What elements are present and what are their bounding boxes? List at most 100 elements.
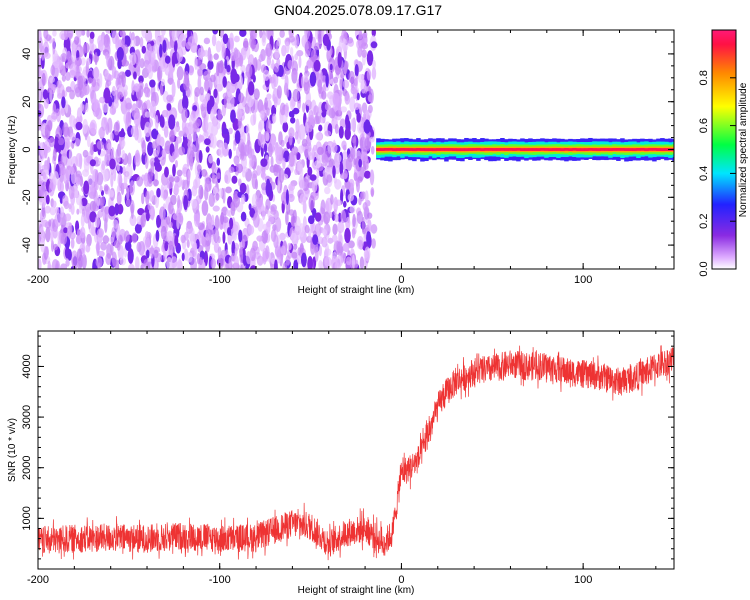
spectrogram-noise-blob xyxy=(201,169,208,177)
spectrogram-noise-blob xyxy=(266,93,272,100)
spectrogram-noise-blob xyxy=(296,50,304,57)
spectrogram-noise-blob xyxy=(123,35,131,48)
spectrogram-noise-blob xyxy=(150,206,155,221)
spectrogram-signal-cell xyxy=(484,148,489,151)
spectrogram-noise-blob xyxy=(116,46,124,62)
spectrogram-noise-blob xyxy=(217,62,224,74)
spectrogram-noise-blob xyxy=(342,151,348,160)
spectrogram-noise-blob xyxy=(166,103,172,111)
spectrogram-noise-blob xyxy=(279,30,285,38)
spectrogram-noise-blob xyxy=(371,67,377,80)
spectrogram-signal-cell xyxy=(500,147,505,151)
spectrogram-noise-blob xyxy=(208,193,215,207)
spectrogram-noise-blob xyxy=(309,174,317,181)
spectrogram-noise-blob xyxy=(273,96,278,109)
spectrogram-noise-blob xyxy=(344,227,351,244)
spectrogram-signal-cell xyxy=(560,148,565,152)
spectrogram-signal-cell xyxy=(460,148,465,152)
snr-x-tick-label: 0 xyxy=(398,574,404,586)
spectrogram-noise-blob xyxy=(42,41,50,58)
spectrogram-noise-blob xyxy=(107,74,114,81)
spectrogram-noise-blob xyxy=(186,252,193,263)
spectrogram-noise-blob xyxy=(321,153,329,167)
spectrogram-noise-blob xyxy=(201,235,207,248)
spectrogram-noise-blob xyxy=(261,169,266,181)
spectrogram-signal-cell xyxy=(600,148,605,151)
spectrogram-noise-blob xyxy=(300,252,307,268)
spectrogram-signal-cell xyxy=(604,148,609,151)
colorbar-tick-label: 0.2 xyxy=(698,214,710,229)
spectrogram-noise-blob xyxy=(96,228,103,244)
spectrogram-noise-blob xyxy=(284,74,289,90)
spectrogram-noise-blob xyxy=(171,52,176,68)
spectrogram-noise-blob xyxy=(152,179,159,187)
spectrogram-noise-blob xyxy=(329,63,333,71)
spectrogram-signal-cell xyxy=(656,148,661,151)
spectrogram-noise-blob xyxy=(258,54,264,63)
spectrogram-noise-blob xyxy=(104,208,109,223)
spectrogram-noise-blob xyxy=(359,256,365,269)
spectrogram-noise-blob xyxy=(89,159,96,167)
spectrogram-noise-blob xyxy=(108,205,116,217)
spectrogram-noise-blob xyxy=(151,128,159,140)
spectrogram-noise-blob xyxy=(213,53,219,60)
spectrogram-noise-blob xyxy=(245,63,253,78)
spectrogram-noise-blob xyxy=(354,64,359,77)
spec-y-tick-label: 40 xyxy=(21,48,33,60)
spectrogram-noise-blob xyxy=(45,194,50,205)
spectrogram-noise-blob xyxy=(192,110,196,119)
spectrogram-noise-blob xyxy=(82,149,89,158)
spectrogram-noise-blob xyxy=(55,206,60,215)
spectrogram-noise-blob xyxy=(42,89,48,100)
spectrogram-signal-cell xyxy=(404,148,409,151)
spectrogram-noise-blob xyxy=(293,209,297,223)
spectrogram-noise-blob xyxy=(287,193,295,203)
spectrogram-noise-blob xyxy=(318,245,322,257)
spectrogram-signal-cell xyxy=(440,148,445,151)
spectrogram-noise-blob xyxy=(219,30,225,38)
spectrogram-noise-blob xyxy=(177,258,182,269)
spectrogram-signal-cell xyxy=(652,147,657,151)
spectrogram-noise-blob xyxy=(131,232,138,244)
spectrogram-noise-blob xyxy=(345,114,350,128)
spectrogram-noise-blob xyxy=(164,166,169,178)
spectrogram-noise-blob xyxy=(41,72,46,87)
spectrogram-noise-blob xyxy=(145,237,151,251)
spectrogram-noise-blob xyxy=(121,33,126,48)
spectrogram-noise-blob xyxy=(103,87,111,104)
spectrogram-noise-blob xyxy=(162,39,167,53)
spectrogram-noise-blob xyxy=(304,224,310,234)
spectrogram-noise-blob xyxy=(199,86,204,96)
spectrogram-noise-blob xyxy=(353,133,357,150)
spectrogram-noise-blob xyxy=(185,223,194,235)
spectrogram-noise-blob xyxy=(351,228,356,239)
spectrogram-noise-blob xyxy=(150,245,155,259)
spectrogram-noise-blob xyxy=(138,240,146,256)
spectrogram-signal-cell xyxy=(612,148,617,151)
spectrogram-noise-blob xyxy=(75,30,83,38)
spectrogram-noise-blob xyxy=(117,172,123,187)
spectrogram-noise-blob xyxy=(68,203,72,210)
spectrogram-noise-blob xyxy=(369,169,375,186)
spectrogram-signal-cell xyxy=(456,148,461,152)
spectrogram-noise-blob xyxy=(124,69,131,78)
spectrogram-noise-blob xyxy=(260,158,268,167)
spectrogram-noise-blob xyxy=(213,88,218,99)
spectrogram-noise-blob xyxy=(144,154,149,169)
spectrogram-noise-blob xyxy=(58,137,65,146)
spectrogram-noise-blob xyxy=(339,78,343,90)
spectrogram-signal-cell xyxy=(424,148,429,152)
spectrogram-noise-blob xyxy=(222,187,226,204)
spectrogram-noise-blob xyxy=(261,34,267,47)
spectrogram-noise-blob xyxy=(57,125,61,133)
colorbar: 0.0 0.2 0.4 0.6 0.8 Normalized spectral ampl… xyxy=(698,29,749,277)
spectrogram-noise-blob xyxy=(256,255,264,266)
spectrogram-noise-blob xyxy=(337,51,342,68)
spectrogram-noise-blob xyxy=(115,223,121,240)
spectrogram-noise-blob xyxy=(331,251,338,263)
spectrogram-noise-blob xyxy=(64,100,69,114)
spectrogram-noise-blob xyxy=(129,52,137,66)
spectrogram-noise-blob xyxy=(228,256,232,269)
spectrogram-noise-blob xyxy=(278,167,285,184)
spectrogram-noise-blob xyxy=(309,71,317,87)
